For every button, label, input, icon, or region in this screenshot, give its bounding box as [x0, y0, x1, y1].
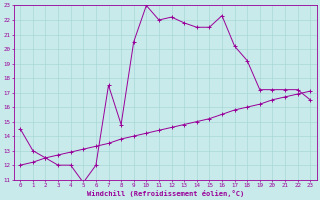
X-axis label: Windchill (Refroidissement éolien,°C): Windchill (Refroidissement éolien,°C) — [87, 190, 244, 197]
